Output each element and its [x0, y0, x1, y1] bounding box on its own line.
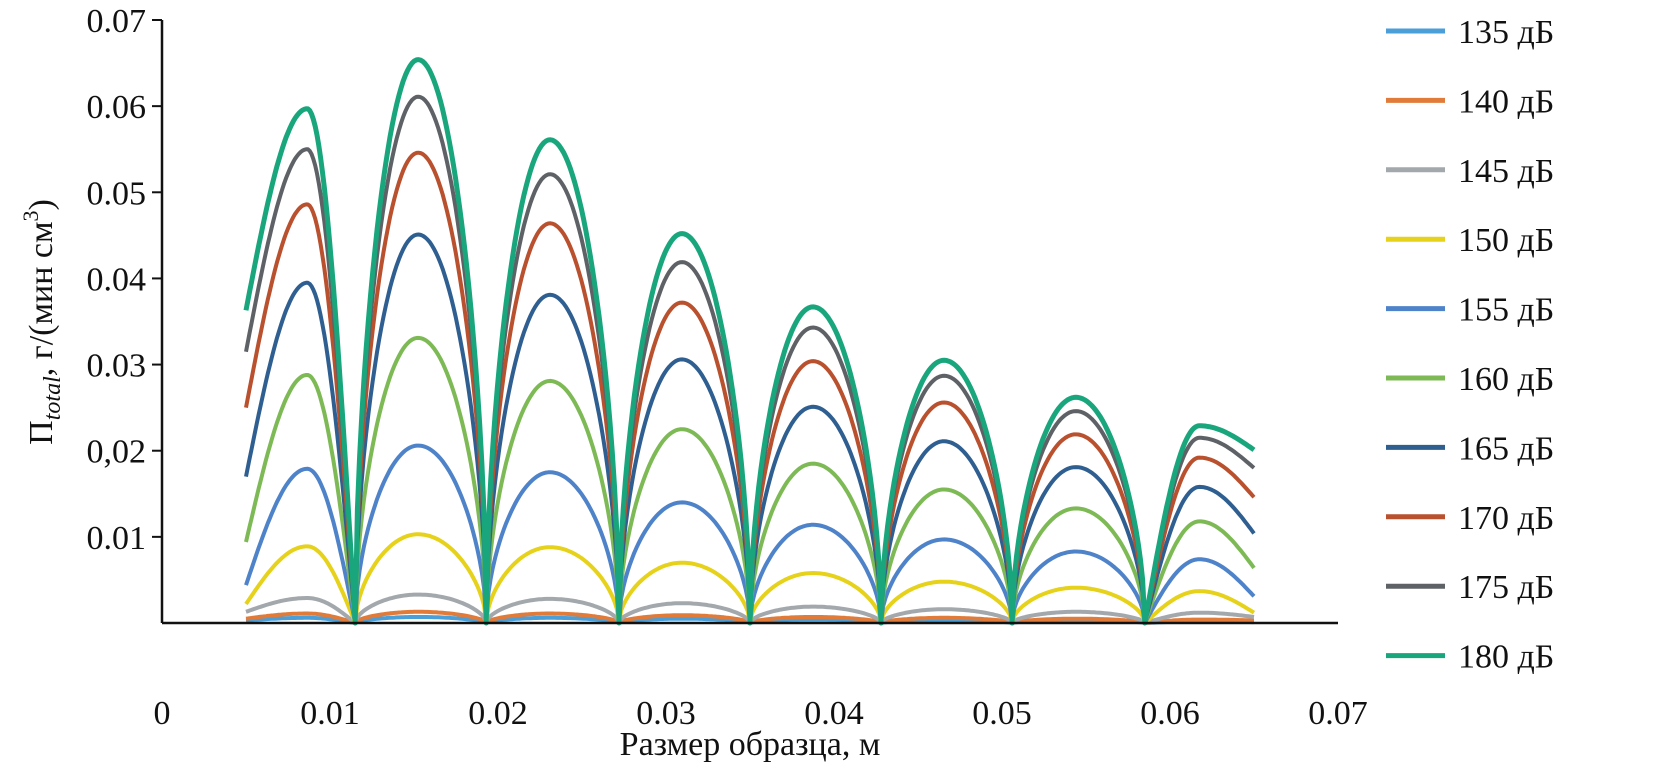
y-ticks: 0.01 0,02 0.03 0.04 0.05 0.06 0.07 — [87, 3, 162, 557]
x-axis-label: Размер образца, м — [620, 726, 881, 763]
series-layer — [243, 57, 1256, 626]
y-axis-label: Пtotal, г/(мин см3) — [18, 199, 66, 445]
x-tick-label: 0.05 — [972, 695, 1032, 732]
x-tick-label: 0.01 — [300, 695, 360, 732]
x-tick-label: 0 — [154, 695, 171, 732]
y-axis-label-close: ) — [23, 199, 60, 210]
legend-label: 180 дБ — [1458, 639, 1554, 676]
x-tick-label: 0.03 — [636, 695, 696, 732]
y-axis-label-main: П — [23, 420, 60, 445]
y-tick-label: 0.04 — [87, 261, 147, 298]
legend-label: 150 дБ — [1458, 222, 1554, 259]
y-tick-label: 0.06 — [87, 89, 147, 126]
y-tick-label: 0.03 — [87, 348, 147, 385]
x-ticks: 0 0.01 0.02 0.03 0.04 0.05 0.06 0.07 — [154, 695, 1368, 732]
legend-label: 165 дБ — [1458, 430, 1554, 467]
y-axis-label-rest: , г/(мин см — [23, 222, 60, 377]
legend: 135 дБ 140 дБ 145 дБ 150 дБ 155 дБ 160 дБ 165 … — [1386, 14, 1554, 676]
y-tick-label: 0.07 — [87, 3, 147, 40]
x-tick-label: 0.06 — [1140, 695, 1200, 732]
legend-label: 175 дБ — [1458, 569, 1554, 606]
legend-label: 170 дБ — [1458, 500, 1554, 537]
legend-label: 145 дБ — [1458, 153, 1554, 190]
y-axis-label-sup: 3 — [18, 211, 43, 222]
y-tick-label: 0,02 — [87, 434, 147, 471]
plot-area: 0 0.01 0.02 0.03 0.04 0.05 0.06 0.07 0.010,020.… — [87, 3, 1368, 732]
y-tick-label: 0.05 — [87, 175, 147, 212]
x-tick-label: 0.02 — [468, 695, 528, 732]
legend-label: 155 дБ — [1458, 292, 1554, 329]
legend-label: 160 дБ — [1458, 361, 1554, 398]
y-axis-label-sub: total — [40, 376, 66, 420]
x-tick-label: 0.04 — [804, 695, 864, 732]
legend-label: 140 дБ — [1458, 83, 1554, 120]
legend-label: 135 дБ — [1458, 14, 1554, 51]
y-tick-label: 0.01 — [87, 520, 147, 557]
x-tick-label: 0.07 — [1308, 695, 1368, 732]
